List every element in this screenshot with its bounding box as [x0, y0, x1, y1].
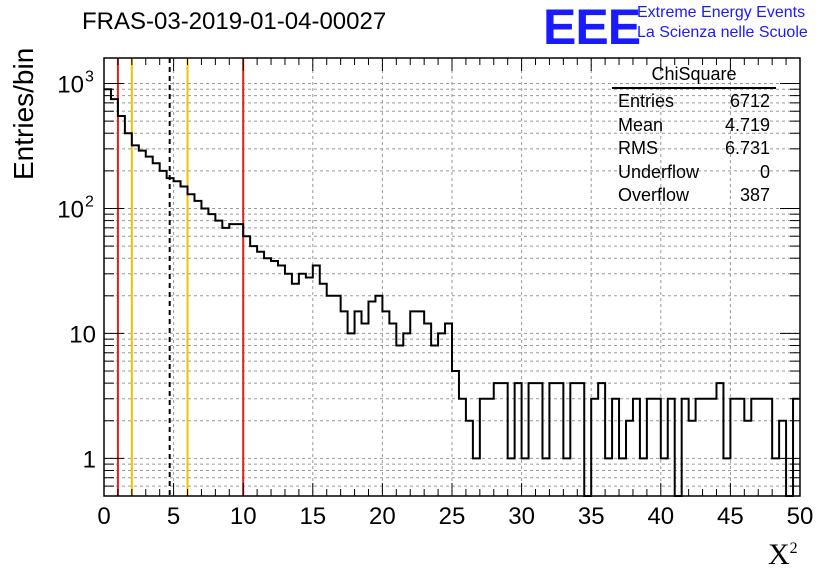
y-tick-label-exponent: 2 — [85, 193, 94, 210]
x-tick-label: 40 — [647, 503, 674, 530]
axis-ticks — [103, 58, 801, 497]
stats-value: 4.719 — [724, 114, 770, 135]
stats-title: ChiSquare — [612, 64, 776, 89]
stats-label: Overflow — [618, 185, 690, 205]
x-tick-label: 5 — [167, 503, 180, 530]
y-tick-label: 10 — [69, 321, 96, 348]
stats-value: 6.731 — [724, 138, 770, 158]
plot-title: FRAS-03-2019-01-04-00027 — [82, 8, 387, 35]
stats-value: 387 — [739, 185, 770, 205]
x-tick-label: 45 — [717, 503, 744, 530]
y-tick-label: 1 — [83, 446, 96, 473]
stats-row-entries: Entries 6712 — [612, 91, 776, 115]
y-tick-label: 10 — [57, 72, 84, 99]
logo-caption-line1: Extreme Energy Events — [637, 4, 806, 21]
x-tick-label: 20 — [369, 503, 396, 530]
stats-label: Mean — [618, 114, 664, 135]
x-tick-label: 0 — [97, 503, 110, 530]
x-tick-label: 15 — [299, 503, 326, 530]
stats-label: Underflow — [618, 161, 700, 182]
reference-lines — [116, 58, 245, 496]
histogram-series — [104, 88, 800, 497]
stats-row-overflow: Overflow 387 — [612, 185, 776, 209]
x-tick-label: 50 — [787, 503, 814, 530]
stats-row-mean: Mean 4.719 — [612, 115, 776, 139]
x-tick-label: 10 — [230, 503, 257, 530]
x-axis-label-superscript: 2 — [789, 540, 798, 557]
y-tick-label-exponent: 3 — [85, 69, 94, 86]
x-tick-label: 30 — [508, 503, 535, 530]
stats-label: RMS — [618, 138, 658, 158]
stats-value: 6712 — [729, 91, 770, 111]
y-tick-label: 10 — [57, 196, 84, 223]
stats-row-rms: RMS 6.731 — [612, 138, 776, 162]
x-tick-label: 35 — [578, 503, 605, 530]
eee-logo: EEE — [543, 0, 641, 55]
y-axis-label: Entries/bin — [8, 47, 39, 180]
x-axis-label: X2 — [768, 538, 798, 572]
stats-box: ChiSquare Entries 6712 Mean 4.719 RMS 6.731… — [612, 64, 776, 209]
stats-label: Entries — [618, 91, 675, 111]
stats-row-underflow: Underflow 0 — [612, 162, 776, 186]
x-axis-label-base: X — [768, 538, 790, 571]
x-tick-label: 25 — [439, 503, 466, 530]
histogram-step-line — [104, 88, 800, 497]
stats-value: 0 — [759, 161, 770, 182]
logo-caption-line2: La Scienza nelle Scuole — [637, 24, 808, 41]
